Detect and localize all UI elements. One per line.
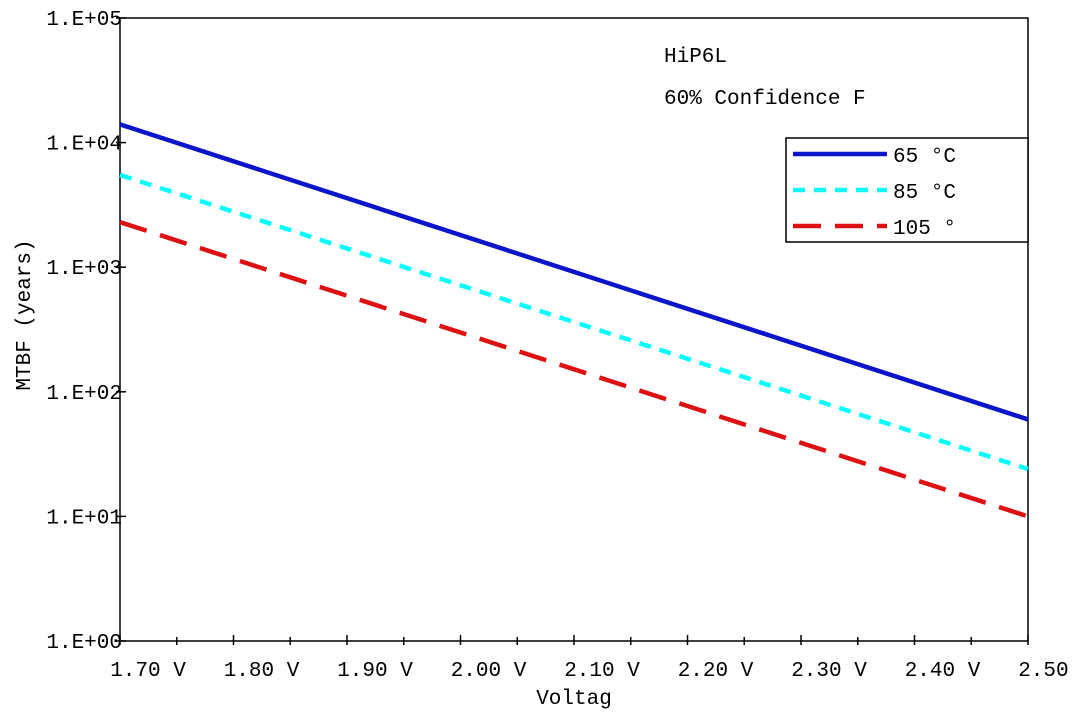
- x-tick-label: 2.40 V: [905, 660, 981, 683]
- series-lines: [119, 122, 1029, 519]
- x-tick-label: 2.30 V: [791, 660, 867, 683]
- x-tick-label: 2.50 V: [1018, 660, 1073, 683]
- x-tick-label: 1.70 V: [110, 660, 186, 683]
- x-axis-label: Voltag: [536, 688, 612, 711]
- y-tick-label: 1.E+04: [46, 134, 122, 157]
- x-tick-label: 2.20 V: [678, 660, 754, 683]
- series-line-2: [119, 219, 1029, 519]
- y-tick-label: 1.E+03: [46, 258, 122, 281]
- x-axis: 1.70 V 1.80 V 1.90 V 2.00 V 2.10 V 2.20 V 2.30…: [110, 635, 1073, 683]
- y-axis: 1.E+00 1.E+01 1.E+02 1.E+03 1.E+04 1.E+05: [46, 9, 126, 655]
- y-axis-label: MTBF (years): [14, 239, 37, 390]
- y-tick-label: 1.E+02: [46, 383, 122, 406]
- x-tick-label: 2.10 V: [564, 660, 640, 683]
- legend-label-1: 85 °C: [893, 182, 956, 205]
- legend-label-2: 105 °: [893, 218, 956, 241]
- chart-subtitle: 60% Confidence F: [664, 88, 866, 111]
- legend-label-0: 65 °C: [893, 146, 956, 169]
- y-tick-label: 1.E+05: [46, 9, 122, 32]
- x-tick-label: 1.80 V: [224, 660, 300, 683]
- legend: 65 °C 85 °C 105 °: [785, 137, 1029, 243]
- y-tick-label: 1.E+01: [46, 507, 122, 530]
- x-tick-label: 1.90 V: [337, 660, 413, 683]
- plot-frame: [119, 17, 1029, 642]
- chart-title: HiP6L: [664, 46, 727, 69]
- series-line-0: [119, 122, 1029, 422]
- x-tick-label: 2.00 V: [451, 660, 527, 683]
- y-tick-label: 1.E+00: [46, 632, 122, 655]
